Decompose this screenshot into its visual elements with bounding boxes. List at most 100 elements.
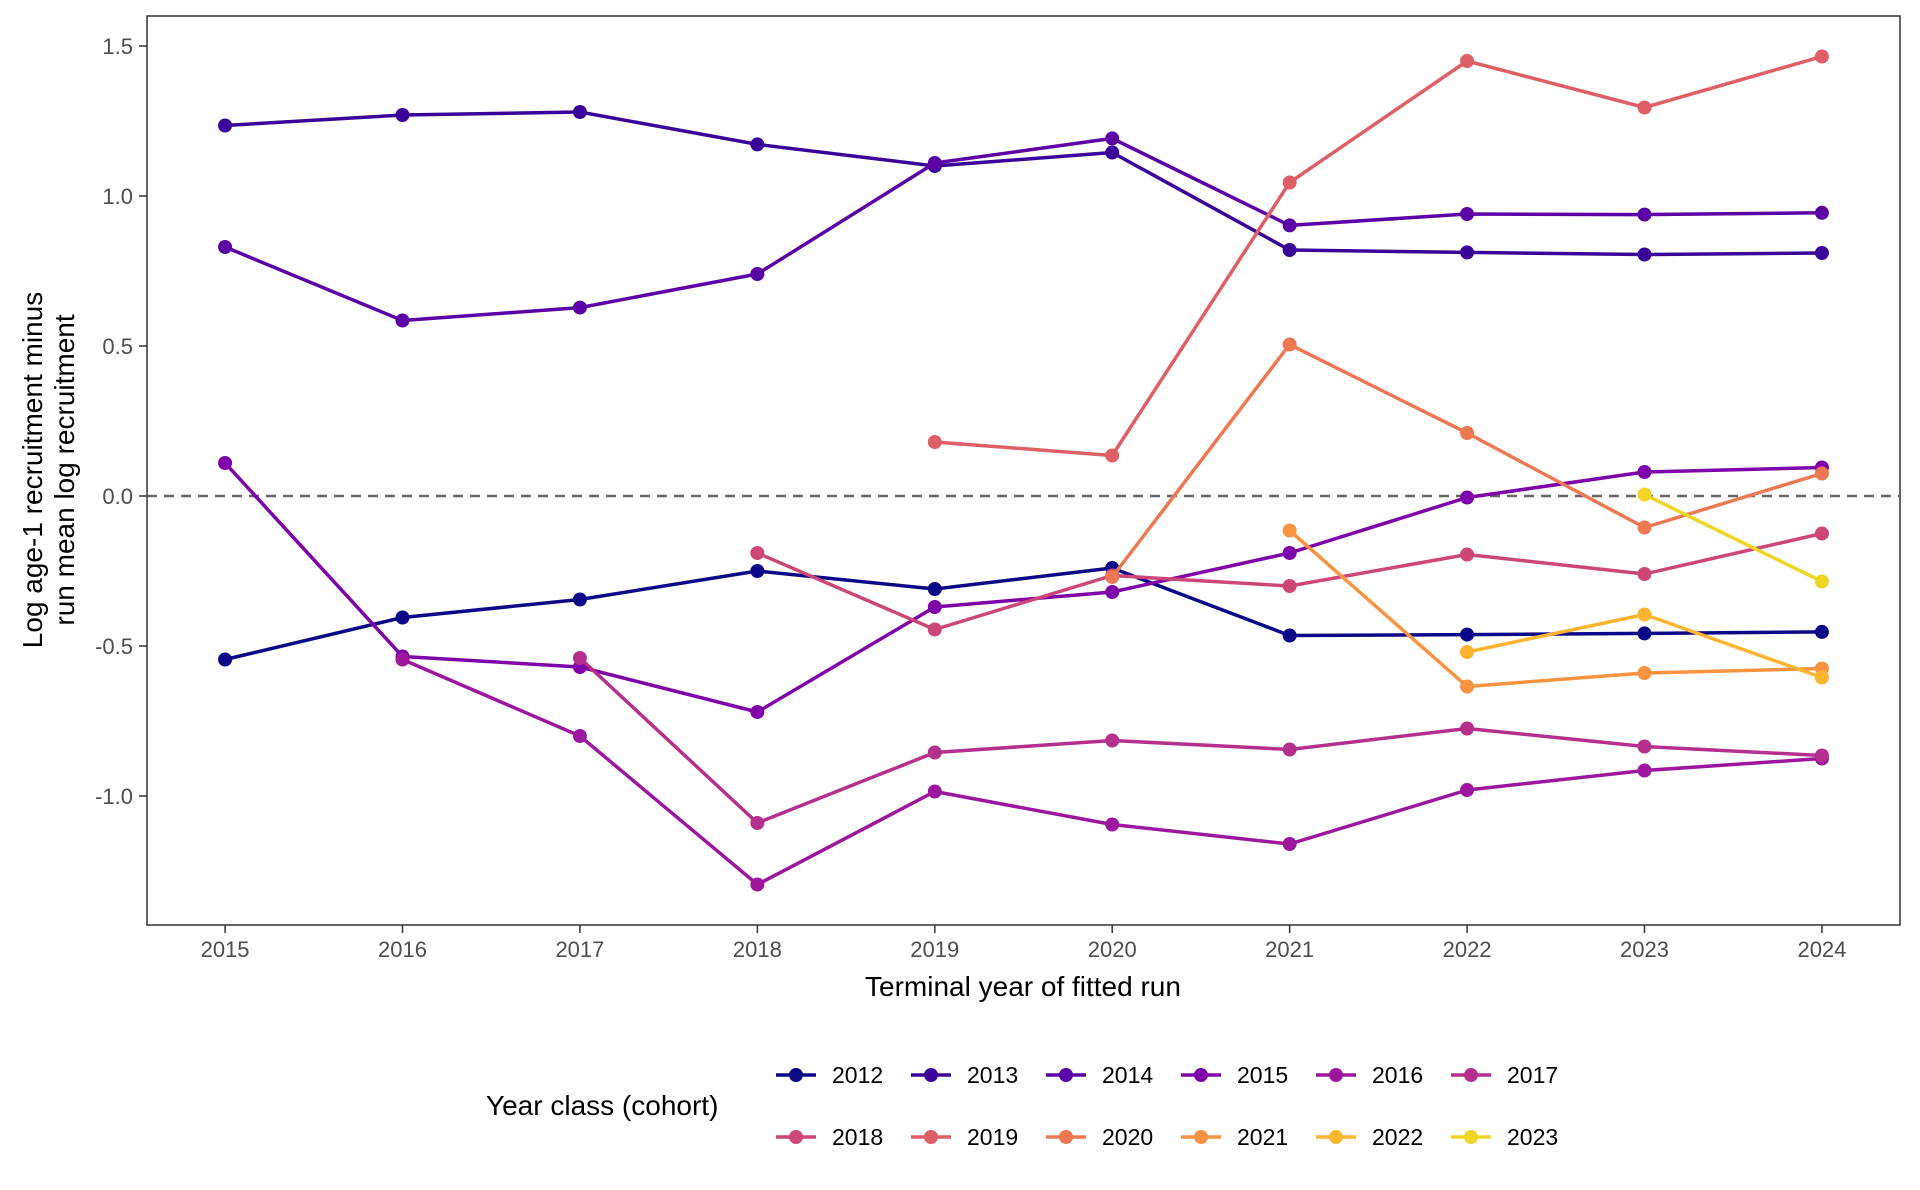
y-axis-title-line-2: run mean log recruitment (49, 314, 80, 625)
data-point-2019 (927, 435, 942, 449)
x-tick-label: 2019 (910, 937, 959, 962)
legend-label: 2017 (1507, 1062, 1558, 1088)
x-tick-label: 2016 (378, 937, 427, 962)
x-tick-label: 2018 (733, 937, 782, 962)
series-2015 (218, 456, 1829, 719)
data-point-2016 (750, 877, 765, 892)
data-point-2013 (395, 108, 410, 122)
data-point-2017 (750, 816, 765, 830)
data-point-2018 (1282, 579, 1297, 593)
legend-key-point (924, 1068, 938, 1082)
data-point-2012 (750, 564, 765, 578)
data-point-2013 (1460, 245, 1475, 260)
y-tick-label: 0.5 (102, 334, 133, 359)
data-point-2012 (1460, 627, 1475, 642)
data-point-2021 (1282, 523, 1297, 538)
data-point-2023 (1637, 487, 1652, 502)
legend-item-2016: 2016 (1316, 1062, 1423, 1088)
x-tick-label: 2017 (555, 937, 604, 962)
data-point-2020 (1814, 466, 1829, 481)
series-layer (218, 49, 1829, 892)
legend-key-point (924, 1130, 938, 1144)
legend-key-point (1464, 1130, 1478, 1144)
data-point-2014 (1282, 218, 1297, 233)
data-point-2017 (927, 745, 942, 760)
data-point-2012 (927, 582, 942, 596)
data-point-2016 (1637, 763, 1652, 778)
axes: 2015 2016 2017 2018 2019 2020 2021 2022 2023 2024… (95, 34, 1846, 962)
data-point-2013 (1814, 246, 1829, 260)
data-point-2022 (1814, 670, 1829, 685)
data-point-2019 (1282, 175, 1297, 190)
legend-item-2021: 2021 (1181, 1124, 1288, 1150)
legend-item-2017: 2017 (1451, 1062, 1558, 1088)
data-point-2014 (750, 267, 765, 281)
data-point-2022 (1460, 645, 1475, 659)
data-point-2016 (395, 652, 410, 667)
y-tick-label: -1.0 (95, 784, 133, 809)
data-point-2014 (395, 313, 410, 328)
series-2020 (1105, 337, 1829, 584)
series-line-2014 (224, 136, 1822, 323)
legend-item-2015: 2015 (1181, 1062, 1288, 1088)
x-tick-label: 2015 (201, 937, 250, 962)
legend-label: 2018 (832, 1124, 883, 1150)
data-point-2013 (1105, 145, 1120, 160)
data-point-2020 (1105, 570, 1120, 584)
legend-item-2013: 2013 (911, 1062, 1018, 1088)
legend-label: 2013 (967, 1062, 1018, 1088)
data-point-2017 (1637, 739, 1652, 754)
y-tick-label: -0.5 (95, 634, 133, 659)
legend-item-2014: 2014 (1046, 1062, 1153, 1088)
y-axis-title: Log age-1 recruitment minus run mean log… (17, 292, 80, 648)
data-point-2020 (1282, 337, 1297, 352)
data-point-2017 (1282, 742, 1297, 757)
series-2014 (218, 131, 1829, 328)
legend-item-2020: 2020 (1046, 1124, 1153, 1150)
data-point-2021 (1637, 666, 1652, 680)
data-point-2015 (1637, 465, 1652, 479)
y-tick-label: 1.0 (102, 184, 133, 209)
legend-key-point (1194, 1130, 1208, 1144)
legend-item-2018: 2018 (776, 1124, 883, 1150)
data-point-2018 (1814, 526, 1829, 541)
legend-label: 2023 (1507, 1124, 1558, 1150)
legend-key-point (1059, 1068, 1073, 1082)
legend: Year class (cohort) 2012 2013 2014 2015 2016… (486, 1062, 1558, 1150)
data-point-2012 (218, 652, 233, 667)
data-point-2018 (750, 546, 765, 560)
series-line-2017 (578, 656, 1822, 825)
data-point-2017 (1814, 748, 1829, 763)
series-line-2013 (224, 110, 1822, 257)
data-point-2013 (572, 105, 587, 119)
data-point-2016 (1282, 837, 1297, 851)
data-point-2021 (1460, 679, 1475, 694)
data-point-2014 (1814, 205, 1829, 220)
data-point-2015 (750, 705, 765, 719)
legend-label: 2020 (1102, 1124, 1153, 1150)
series-line-2015 (223, 461, 1822, 714)
data-point-2014 (572, 300, 587, 315)
legend-key-point (1329, 1130, 1343, 1144)
legend-item-2012: 2012 (776, 1062, 883, 1088)
legend-label: 2021 (1237, 1124, 1288, 1150)
data-point-2012 (1814, 624, 1829, 639)
legend-key-point (1329, 1068, 1343, 1082)
legend-label: 2019 (967, 1124, 1018, 1150)
data-point-2020 (1460, 426, 1475, 440)
x-tick-label: 2020 (1088, 937, 1137, 962)
series-line-2023 (1643, 492, 1823, 584)
data-point-2019 (1460, 54, 1475, 68)
legend-key-point (1059, 1130, 1073, 1144)
data-point-2016 (572, 729, 587, 743)
data-point-2023 (1814, 574, 1829, 589)
data-point-2015 (927, 600, 942, 614)
data-point-2014 (927, 156, 942, 170)
legend-label: 2022 (1372, 1124, 1423, 1150)
data-point-2012 (572, 592, 587, 607)
series-2021 (1282, 523, 1829, 694)
legend-item-2022: 2022 (1316, 1124, 1423, 1150)
legend-key-point (1194, 1068, 1208, 1082)
